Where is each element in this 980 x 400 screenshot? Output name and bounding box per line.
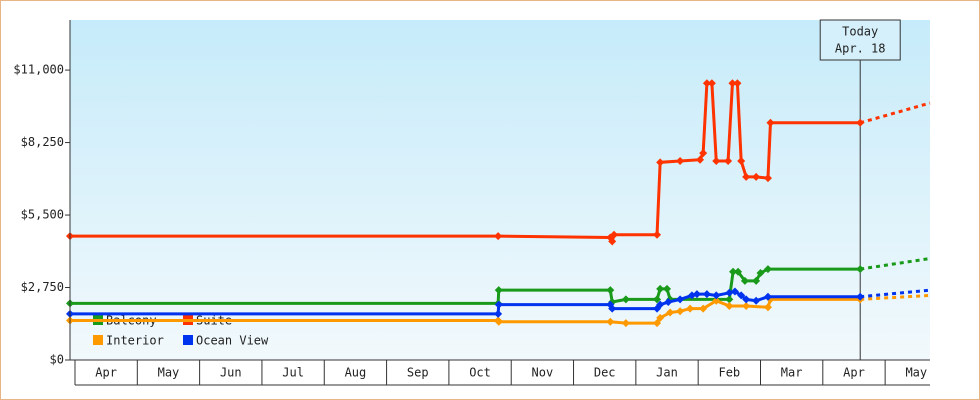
point <box>725 301 734 310</box>
x-tick-label: Nov <box>532 366 554 380</box>
plot-area <box>70 20 930 360</box>
point <box>608 304 617 313</box>
point <box>752 276 761 285</box>
point <box>763 292 772 301</box>
point <box>664 298 673 307</box>
point <box>712 157 721 166</box>
point <box>621 319 630 328</box>
point <box>707 79 716 88</box>
x-tick-label: Oct <box>469 366 491 380</box>
point <box>494 317 503 326</box>
legend-label: Interior <box>106 334 164 348</box>
point <box>763 265 772 274</box>
point <box>752 172 761 181</box>
point <box>742 172 751 181</box>
x-tick-label: Jun <box>220 366 242 380</box>
point <box>608 237 617 246</box>
point <box>740 276 749 285</box>
point <box>610 230 619 239</box>
point <box>763 174 772 183</box>
projection-line <box>859 257 931 271</box>
legend-label: Ocean View <box>196 334 269 348</box>
y-tick-label: $2,750 <box>21 280 64 294</box>
point <box>763 303 772 312</box>
point <box>742 301 751 310</box>
x-tick-label: May <box>158 366 180 380</box>
point <box>696 155 705 164</box>
point <box>653 295 662 304</box>
point <box>676 307 685 316</box>
today-label: Apr. 18 <box>835 42 886 56</box>
y-tick-label: $0 <box>50 353 64 367</box>
point <box>656 313 665 322</box>
point <box>692 290 701 299</box>
x-tick-label: Apr <box>95 366 117 380</box>
point <box>734 267 743 276</box>
point <box>702 290 711 299</box>
point <box>699 149 708 158</box>
point <box>606 317 615 326</box>
point <box>733 79 742 88</box>
point <box>856 118 865 127</box>
point <box>729 267 738 276</box>
point <box>621 295 630 304</box>
point <box>856 292 865 301</box>
today-box <box>819 19 901 61</box>
x-tick-label: Sep <box>407 366 429 380</box>
point <box>494 232 503 241</box>
point <box>653 230 662 239</box>
y-tick-label: $11,000 <box>13 63 64 77</box>
point <box>712 296 721 305</box>
x-tick-label: Jan <box>656 366 678 380</box>
point <box>606 286 615 295</box>
x-tick-label: Apr <box>843 366 865 380</box>
point <box>728 79 737 88</box>
x-tick-label: Mar <box>781 366 803 380</box>
projection-line <box>860 293 931 301</box>
point <box>766 118 775 127</box>
x-tick-label: Jul <box>282 366 304 380</box>
projection-line <box>860 288 931 299</box>
point <box>666 308 675 317</box>
point <box>725 288 734 297</box>
x-tick-label: Feb <box>718 366 740 380</box>
x-tick-label: May <box>905 366 927 380</box>
y-tick-label: $8,250 <box>21 135 64 149</box>
point <box>686 304 695 313</box>
point <box>653 319 662 328</box>
point <box>725 295 734 304</box>
point <box>730 287 739 296</box>
x-axis-band <box>70 360 930 385</box>
point <box>752 296 761 305</box>
point <box>494 309 503 318</box>
point <box>742 295 751 304</box>
x-tick-label: Aug <box>345 366 367 380</box>
x-tick-label: Dec <box>594 366 616 380</box>
point <box>756 269 765 278</box>
legend-swatch <box>93 335 103 345</box>
point <box>699 304 708 313</box>
point <box>656 284 665 293</box>
legend-swatch <box>183 335 193 345</box>
point <box>856 265 865 274</box>
point <box>663 284 672 293</box>
point <box>737 157 746 166</box>
point <box>494 300 503 309</box>
point <box>712 291 721 300</box>
today-label: Today <box>842 25 878 39</box>
point <box>676 295 685 304</box>
point <box>494 286 503 295</box>
point <box>702 79 711 88</box>
point <box>676 157 685 166</box>
point <box>737 291 746 300</box>
point <box>724 157 733 166</box>
y-tick-label: $5,500 <box>21 208 64 222</box>
point <box>656 158 665 167</box>
point <box>656 300 665 309</box>
